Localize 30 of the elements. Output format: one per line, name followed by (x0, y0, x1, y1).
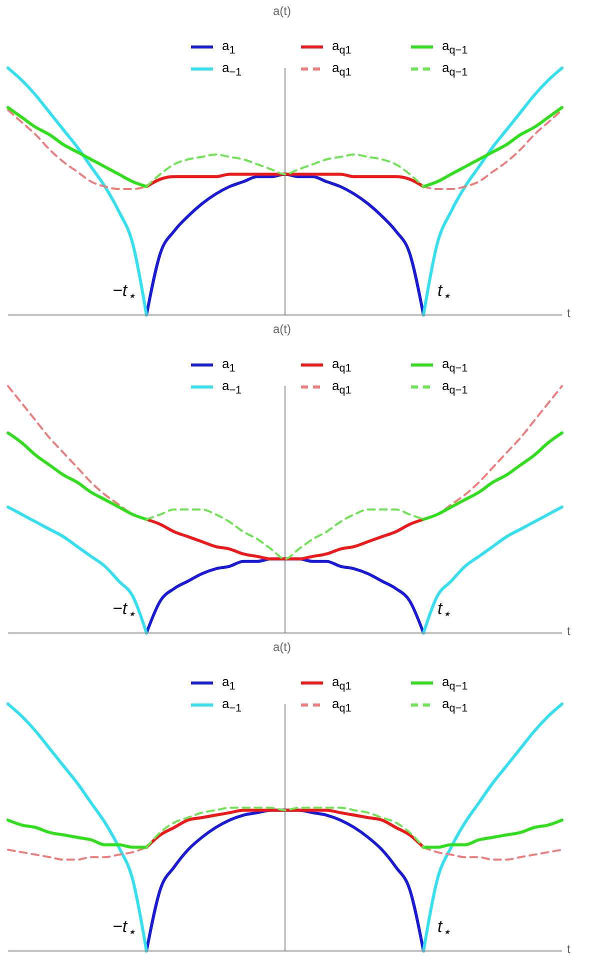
legend-label: a$_{q1}$ (332, 378, 352, 396)
x-axis-title: t (567, 942, 570, 956)
legend-label: a$_{q−1}$ (442, 696, 468, 714)
legend-label: a$_{1}$ (222, 674, 236, 692)
legend-label: a$_{q−1}$ (442, 378, 468, 396)
legend-label: a$_{1}$ (222, 38, 236, 56)
legend-label: a$_{−1}$ (222, 378, 242, 396)
legend-label: a$_{q1}$ (332, 60, 352, 78)
legend-label: a$_{q−1}$ (442, 38, 468, 56)
y-axis-title: a(t) (273, 322, 291, 336)
legend-label: a$_{−1}$ (222, 696, 242, 714)
legend-label: a$_{q−1}$ (442, 356, 468, 374)
legend-label: a$_{−1}$ (222, 60, 242, 78)
annotation: −t$_{⋆}$ (112, 281, 136, 304)
x-axis-title: t (567, 624, 570, 638)
legend-label: a$_{q−1}$ (442, 674, 468, 692)
y-axis-title: a(t) (273, 4, 291, 18)
legend-label: a$_{q1}$ (332, 674, 352, 692)
legend-label: a$_{q−1}$ (442, 60, 468, 78)
annotation: −t$_{⋆}$ (112, 917, 136, 940)
legend-label: a$_{1}$ (222, 356, 236, 374)
annotation: t$_{⋆}$ (438, 917, 452, 940)
y-axis-title: a(t) (273, 640, 291, 654)
legend-label: a$_{q1}$ (332, 696, 352, 714)
legend-label: a$_{q1}$ (332, 356, 352, 374)
annotation: t$_{⋆}$ (438, 599, 452, 622)
annotation: t$_{⋆}$ (438, 281, 452, 304)
annotation: −t$_{⋆}$ (112, 599, 136, 622)
x-axis-title: t (567, 306, 570, 320)
legend-label: a$_{q1}$ (332, 38, 352, 56)
